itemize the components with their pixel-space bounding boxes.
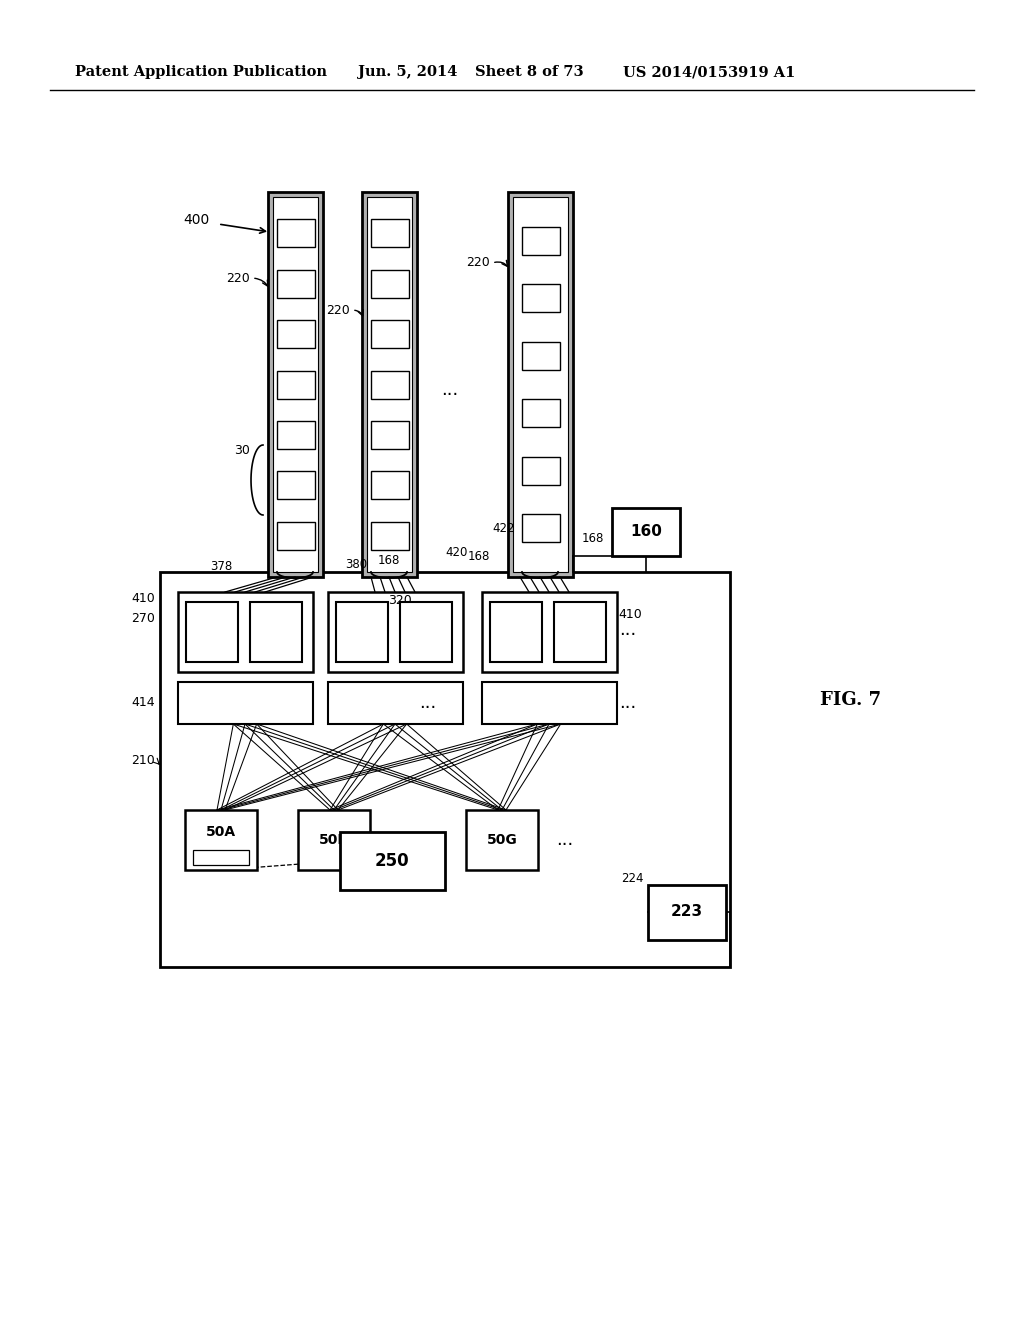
Text: 362: 362: [264, 626, 288, 639]
Text: ...: ...: [441, 381, 459, 399]
Text: 378: 378: [210, 561, 232, 573]
Text: 410: 410: [131, 591, 155, 605]
Bar: [298, 810, 370, 870]
Bar: [482, 591, 617, 672]
Text: 362: 362: [568, 626, 592, 639]
Bar: [648, 884, 726, 940]
Bar: [336, 602, 388, 663]
Text: ...: ...: [419, 620, 435, 639]
Text: 224: 224: [622, 871, 644, 884]
Bar: [371, 421, 409, 449]
Bar: [371, 269, 409, 298]
Bar: [328, 682, 463, 723]
Bar: [371, 321, 409, 348]
Bar: [276, 371, 314, 399]
Text: SC1: SC1: [211, 851, 231, 862]
Text: 360: 360: [200, 626, 224, 639]
Text: 320: 320: [388, 594, 412, 606]
Bar: [276, 269, 314, 298]
Bar: [521, 515, 559, 543]
Text: Patent Application Publication: Patent Application Publication: [75, 65, 327, 79]
Bar: [276, 219, 314, 247]
Bar: [521, 284, 559, 312]
Bar: [508, 191, 573, 577]
Bar: [490, 602, 542, 663]
Text: 50B: 50B: [319, 833, 349, 847]
Bar: [482, 682, 617, 723]
Text: 160: 160: [630, 524, 662, 540]
Bar: [276, 521, 314, 549]
Text: Sheet 8 of 73: Sheet 8 of 73: [475, 65, 584, 79]
Bar: [250, 602, 302, 663]
Bar: [371, 471, 409, 499]
Text: ...: ...: [556, 832, 573, 849]
Bar: [185, 810, 257, 870]
Text: 50A: 50A: [206, 825, 237, 840]
Bar: [371, 371, 409, 399]
Text: 270: 270: [131, 611, 155, 624]
Bar: [367, 197, 412, 572]
Bar: [328, 591, 463, 672]
Text: 168: 168: [582, 532, 604, 544]
Text: 250: 250: [375, 851, 410, 870]
Text: 220: 220: [327, 304, 350, 317]
Bar: [466, 810, 538, 870]
Bar: [612, 508, 680, 556]
Bar: [178, 591, 313, 672]
Text: 422: 422: [492, 521, 514, 535]
Bar: [268, 191, 323, 577]
Bar: [371, 521, 409, 549]
Text: 414: 414: [131, 697, 155, 710]
Text: 168: 168: [378, 553, 400, 566]
Text: 168: 168: [468, 550, 490, 564]
Bar: [193, 850, 249, 865]
Text: ...: ...: [620, 620, 637, 639]
Text: 210: 210: [131, 754, 155, 767]
Bar: [400, 602, 452, 663]
Bar: [186, 602, 238, 663]
Text: 223: 223: [671, 904, 703, 920]
Bar: [521, 457, 559, 484]
Text: 362: 362: [414, 626, 438, 639]
Bar: [554, 602, 606, 663]
Text: 410: 410: [618, 607, 642, 620]
Bar: [521, 342, 559, 370]
Text: 360: 360: [350, 626, 374, 639]
Text: 220: 220: [226, 272, 250, 285]
Bar: [276, 321, 314, 348]
Text: Jun. 5, 2014: Jun. 5, 2014: [358, 65, 458, 79]
Bar: [340, 832, 445, 890]
Bar: [371, 219, 409, 247]
Bar: [276, 421, 314, 449]
Text: 380: 380: [345, 558, 367, 572]
Bar: [160, 572, 730, 968]
Bar: [362, 191, 417, 577]
Bar: [273, 197, 318, 572]
Bar: [521, 399, 559, 428]
Text: 420: 420: [445, 545, 468, 558]
Text: ...: ...: [420, 694, 436, 711]
Bar: [513, 197, 568, 572]
Text: ...: ...: [386, 832, 403, 849]
Text: 360: 360: [504, 626, 528, 639]
Bar: [521, 227, 559, 255]
Text: US 2014/0153919 A1: US 2014/0153919 A1: [623, 65, 796, 79]
Text: FIG. 7: FIG. 7: [820, 690, 881, 709]
Text: 30: 30: [234, 444, 250, 457]
Bar: [178, 682, 313, 723]
Text: 220: 220: [466, 256, 490, 269]
Text: 400: 400: [183, 213, 210, 227]
Text: ...: ...: [620, 694, 637, 711]
Text: 50G: 50G: [486, 833, 517, 847]
Bar: [276, 471, 314, 499]
